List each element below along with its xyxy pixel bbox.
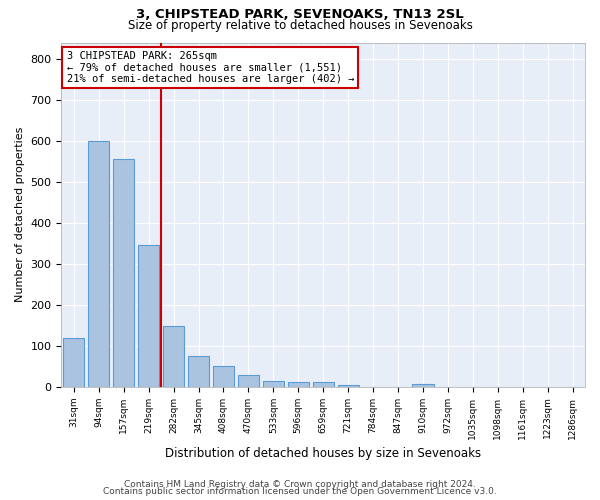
Bar — [188, 356, 209, 387]
Text: Size of property relative to detached houses in Sevenoaks: Size of property relative to detached ho… — [128, 19, 472, 32]
Bar — [412, 384, 434, 387]
Bar — [287, 382, 309, 387]
Bar — [63, 338, 85, 387]
Bar — [138, 244, 159, 387]
Bar — [313, 382, 334, 387]
Y-axis label: Number of detached properties: Number of detached properties — [15, 127, 25, 302]
Bar — [88, 141, 109, 387]
Text: 3 CHIPSTEAD PARK: 265sqm
← 79% of detached houses are smaller (1,551)
21% of sem: 3 CHIPSTEAD PARK: 265sqm ← 79% of detach… — [67, 51, 354, 84]
Bar — [263, 382, 284, 387]
Text: Contains public sector information licensed under the Open Government Licence v3: Contains public sector information licen… — [103, 487, 497, 496]
Text: Contains HM Land Registry data © Crown copyright and database right 2024.: Contains HM Land Registry data © Crown c… — [124, 480, 476, 489]
X-axis label: Distribution of detached houses by size in Sevenoaks: Distribution of detached houses by size … — [165, 447, 481, 460]
Bar — [338, 385, 359, 387]
Bar — [163, 326, 184, 387]
Bar — [213, 366, 234, 387]
Text: 3, CHIPSTEAD PARK, SEVENOAKS, TN13 2SL: 3, CHIPSTEAD PARK, SEVENOAKS, TN13 2SL — [136, 8, 464, 22]
Bar — [113, 160, 134, 387]
Bar — [238, 374, 259, 387]
